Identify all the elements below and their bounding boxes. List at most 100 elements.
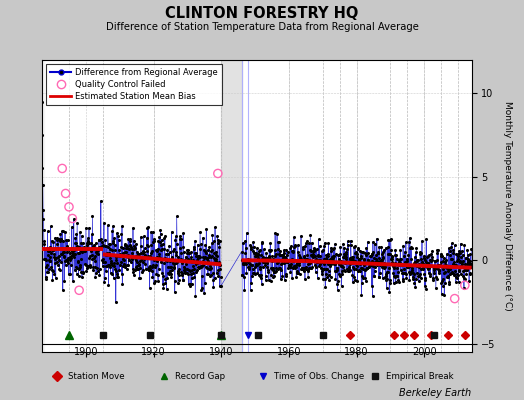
Point <box>39 182 47 188</box>
Point <box>418 261 427 267</box>
Point <box>84 246 93 252</box>
Point <box>343 246 351 252</box>
Point <box>188 258 196 265</box>
Point <box>93 250 102 256</box>
Point <box>58 165 67 172</box>
Point <box>130 243 138 249</box>
Point <box>444 273 452 280</box>
Point <box>269 265 277 271</box>
Point <box>340 266 348 273</box>
Point <box>40 256 49 262</box>
Point <box>74 250 82 256</box>
Point <box>192 252 201 259</box>
Point <box>350 254 358 260</box>
Point <box>132 256 140 263</box>
Point <box>166 258 174 264</box>
Point <box>348 254 356 260</box>
Point <box>158 270 166 276</box>
Point <box>381 274 389 280</box>
Point <box>335 260 344 267</box>
Point <box>264 266 272 273</box>
Point <box>177 256 185 262</box>
Point <box>243 258 252 264</box>
Point <box>418 238 426 244</box>
Point <box>38 165 47 172</box>
Point <box>171 233 180 240</box>
Point <box>90 242 99 248</box>
Point <box>351 249 359 256</box>
Point <box>444 268 452 275</box>
Point <box>199 234 207 241</box>
Point <box>87 240 95 246</box>
Point <box>74 273 83 279</box>
Point <box>200 247 209 254</box>
Point <box>466 258 474 264</box>
Point <box>260 257 268 263</box>
Point <box>55 252 63 259</box>
Point <box>376 258 384 264</box>
Point <box>244 264 253 270</box>
Point <box>186 280 194 287</box>
Point <box>458 252 467 259</box>
Point <box>339 264 347 270</box>
Point <box>405 268 413 275</box>
Point <box>336 244 344 250</box>
Point <box>429 277 437 284</box>
Point <box>331 240 339 247</box>
Point <box>274 266 282 272</box>
Point <box>355 258 363 264</box>
Point <box>167 264 175 270</box>
Point <box>66 270 74 277</box>
Point <box>40 238 48 244</box>
Point <box>424 270 433 276</box>
Point <box>288 248 296 254</box>
Point <box>390 274 399 280</box>
Point <box>71 240 80 246</box>
Point <box>285 262 293 268</box>
Point <box>436 258 445 265</box>
Point <box>124 252 132 258</box>
Point <box>309 254 318 260</box>
Point <box>451 242 459 248</box>
Point <box>287 257 296 263</box>
Point <box>166 264 174 270</box>
Point <box>448 270 456 276</box>
Point <box>457 271 465 277</box>
Point <box>262 256 270 263</box>
Point <box>187 270 195 277</box>
Point <box>436 263 444 270</box>
Point <box>320 256 328 262</box>
Point <box>332 268 340 274</box>
Point <box>247 261 256 268</box>
Point <box>142 266 150 272</box>
Point <box>321 284 330 290</box>
Point <box>459 273 467 280</box>
Point <box>453 251 462 257</box>
Point <box>42 244 51 251</box>
Point <box>126 236 135 242</box>
Point <box>354 256 363 263</box>
Point <box>333 286 342 293</box>
Point <box>129 238 138 244</box>
Point <box>89 245 97 251</box>
Point <box>107 258 115 264</box>
Point <box>435 266 443 273</box>
Point <box>97 239 106 245</box>
Point <box>80 248 89 254</box>
Point <box>338 268 346 274</box>
Point <box>150 236 158 242</box>
Bar <box>221 60 242 352</box>
Point <box>310 252 319 259</box>
Point <box>330 252 338 259</box>
Point <box>42 273 50 280</box>
Point <box>73 220 81 226</box>
Point <box>311 258 319 264</box>
Point <box>249 244 258 250</box>
Point <box>297 232 305 239</box>
Point <box>172 248 180 255</box>
Point <box>174 254 182 260</box>
Point <box>365 262 374 268</box>
Point <box>128 253 136 259</box>
Point <box>101 237 110 243</box>
Point <box>290 263 299 269</box>
